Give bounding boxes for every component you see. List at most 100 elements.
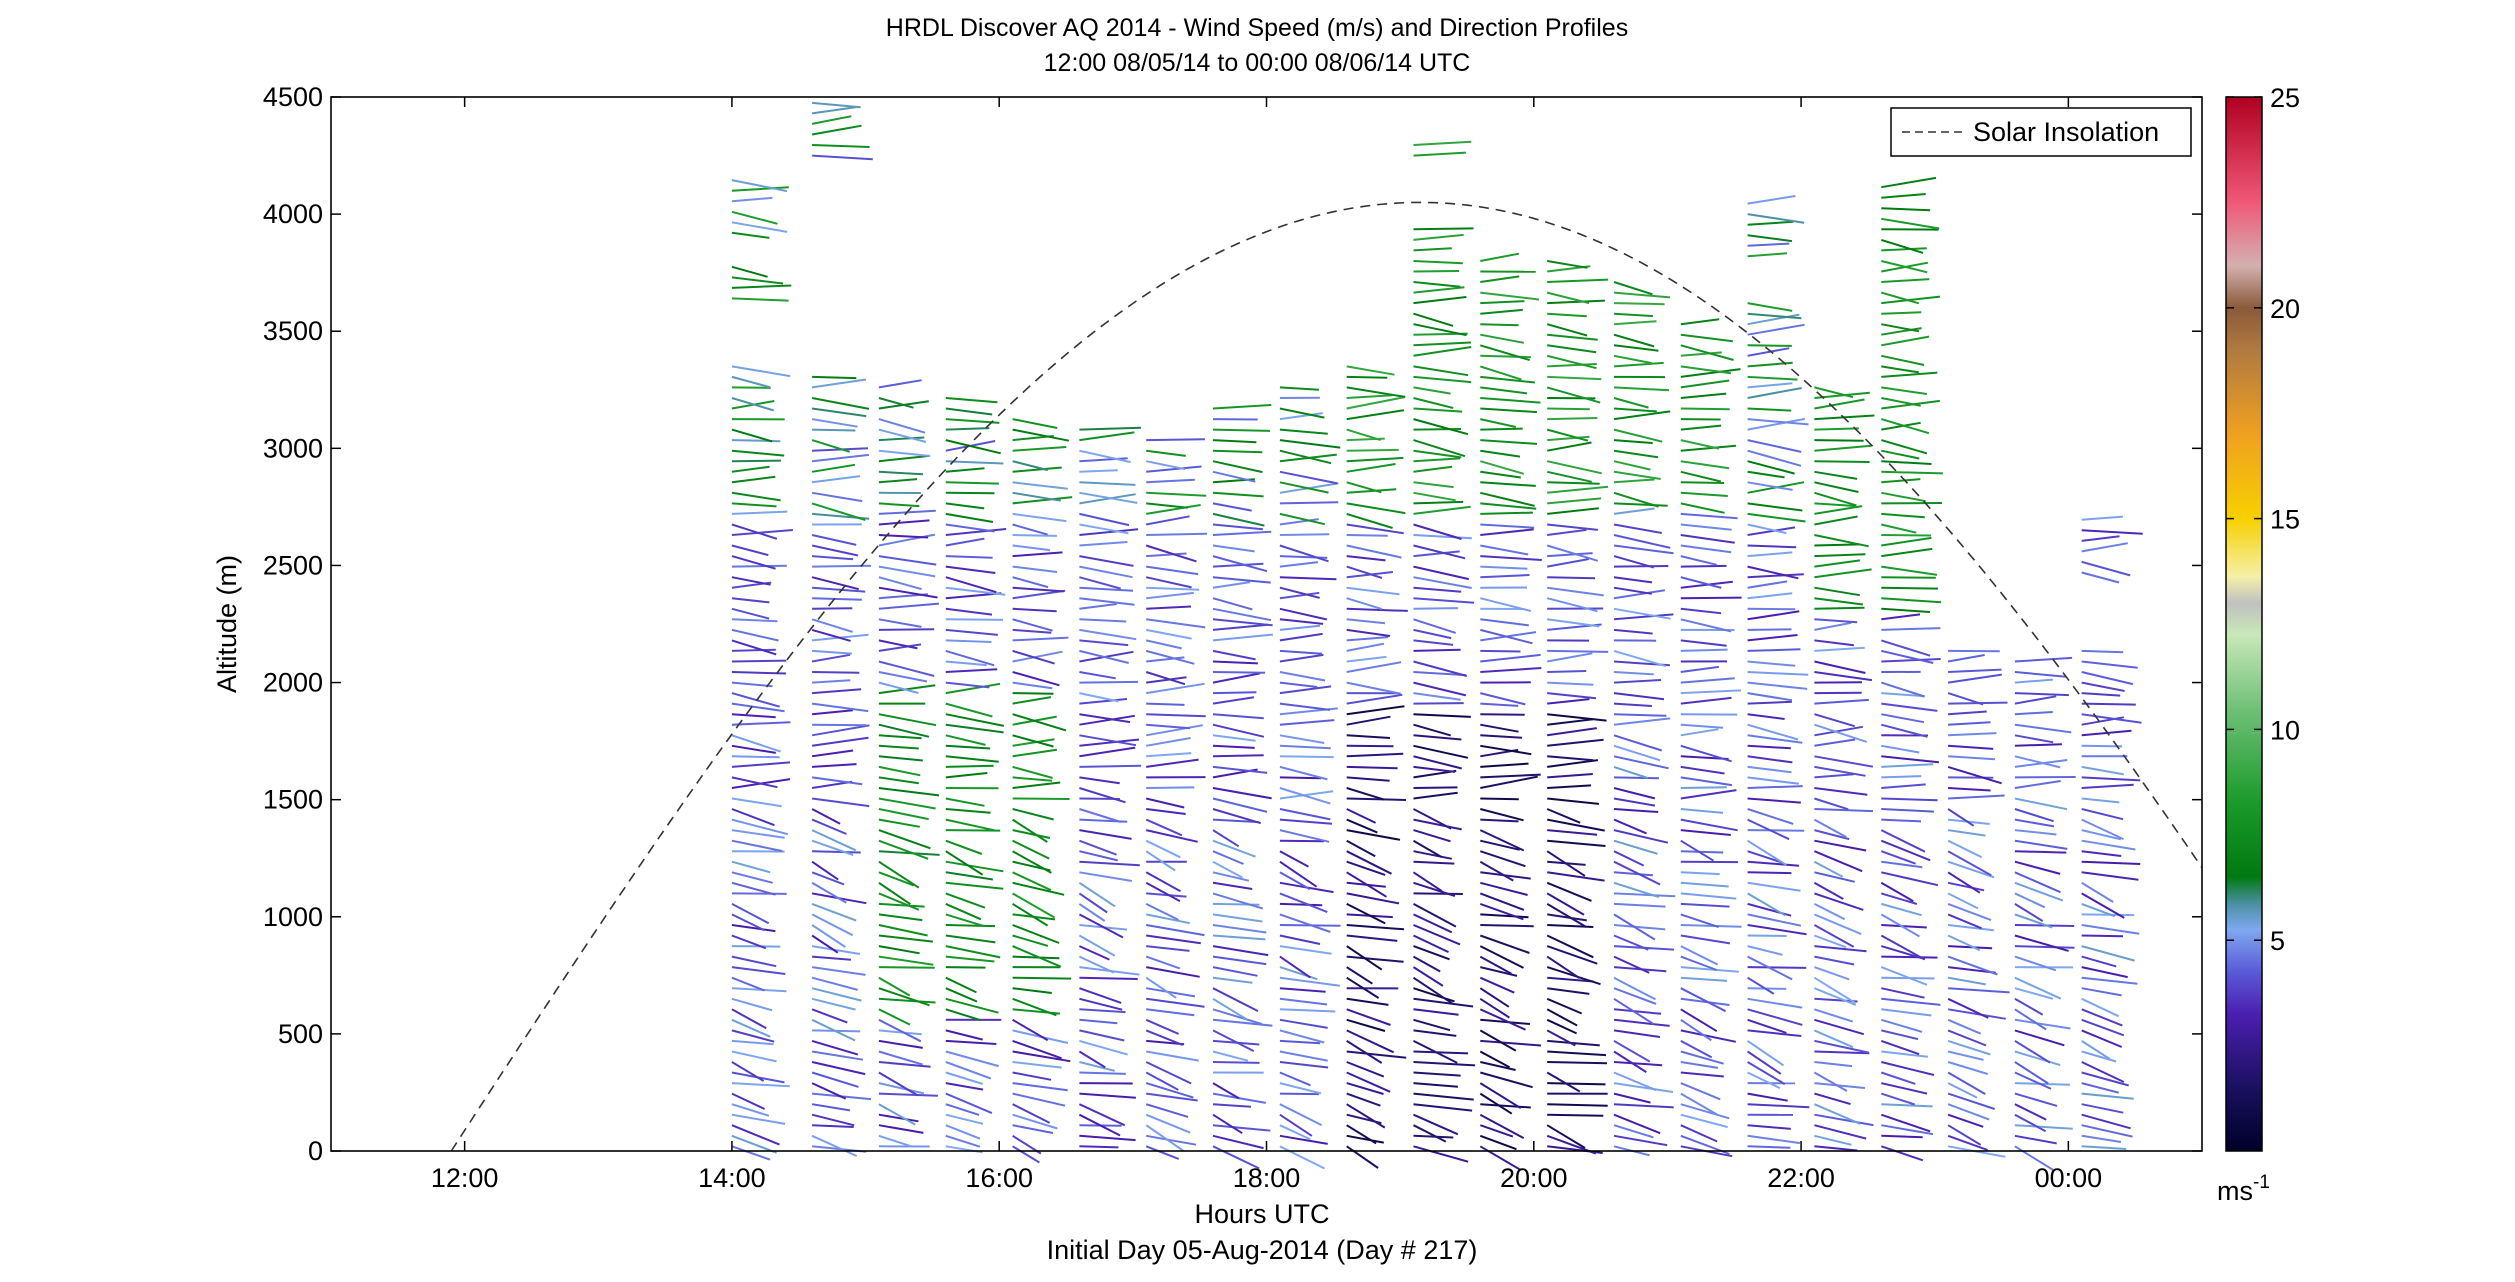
wind-barb (731, 761, 791, 768)
wind-barb (2081, 692, 2121, 697)
wind-barb (1279, 576, 1337, 581)
wind-barb (1079, 1061, 1115, 1072)
wind-barb (1613, 589, 1666, 600)
wind-barb (1146, 945, 1190, 952)
wind-barb (1079, 1071, 1126, 1075)
wind-barb (1814, 1029, 1854, 1049)
wind-barb (1747, 1071, 1781, 1090)
wind-barb (945, 576, 997, 594)
wind-barb (1012, 681, 1053, 690)
wind-barb (2014, 692, 2069, 697)
wind-barb (1346, 1040, 1383, 1064)
wind-barb (2014, 1124, 2073, 1130)
wind-barb (1814, 481, 1859, 493)
wind-barb (1680, 439, 1720, 450)
wind-barb (1680, 424, 1722, 431)
wind-barb (1212, 1008, 1263, 1025)
wind-barb (1880, 681, 1925, 698)
wind-barb (945, 1039, 997, 1045)
wind-barb (1613, 386, 1670, 392)
wind-barb (1212, 1018, 1273, 1027)
wind-barb (811, 881, 847, 904)
wind-barb (1747, 418, 1809, 426)
wind-barb (1680, 765, 1725, 775)
wind-barb (878, 787, 940, 797)
wind-barb (1012, 1039, 1062, 1060)
wind-barb (811, 475, 861, 484)
wind-barb (1680, 318, 1720, 326)
wind-barb (1413, 407, 1463, 413)
wind-barb (1881, 892, 1918, 905)
wind-barb (1747, 523, 1787, 535)
wind-barb (1012, 607, 1057, 613)
wind-barb (2081, 515, 2123, 521)
wind-barb (811, 397, 870, 410)
wind-barbs (731, 101, 2143, 1171)
wind-barb (1947, 924, 1994, 932)
wind-barb (731, 449, 785, 457)
wind-barb (1480, 300, 1525, 305)
wind-barb (1813, 976, 1857, 1004)
wind-barb (1547, 1113, 1604, 1117)
wind-barb (1279, 1124, 1311, 1141)
wind-barb (1480, 734, 1523, 739)
x-axis-label-secondary: Initial Day 05-Aug-2014 (Day # 217) (1047, 1235, 1478, 1265)
wind-barb (1479, 829, 1525, 852)
wind-barb (1813, 1071, 1848, 1092)
wind-barb (1413, 607, 1459, 610)
wind-barb (1680, 470, 1722, 483)
wind-barb (1079, 523, 1129, 535)
wind-barb (811, 924, 846, 948)
wind-barb (1881, 470, 1943, 475)
wind-barb (1279, 1134, 1328, 1145)
wind-barb (1680, 955, 1717, 971)
wind-barb (811, 736, 869, 747)
wind-barb (1613, 692, 1665, 701)
wind-barb (2081, 1145, 2127, 1150)
wind-barb (1613, 333, 1655, 348)
wind-barb (1947, 829, 1986, 837)
wind-barb (1346, 1029, 1395, 1054)
wind-barb (1145, 576, 1192, 589)
wind-barb (2014, 934, 2069, 952)
wind-barb (1346, 481, 1382, 494)
wind-barb (1947, 1061, 1988, 1075)
wind-barb (731, 618, 778, 623)
wind-barb (731, 386, 771, 389)
wind-barb (1747, 681, 1808, 690)
wind-barb (1413, 270, 1460, 273)
wind-barb (1012, 850, 1052, 874)
wind-barb (945, 460, 1004, 465)
wind-barb (1479, 860, 1514, 882)
wind-barb (1881, 439, 1928, 455)
wind-barb (731, 713, 776, 719)
wind-barb (1212, 1092, 1266, 1104)
wind-barb (731, 375, 770, 389)
wind-barb (2081, 829, 2122, 841)
wind-barb (1613, 976, 1656, 1001)
wind-barb (1413, 346, 1472, 357)
wind-barb (1881, 354, 1925, 366)
wind-barb (1079, 449, 1131, 464)
wind-barb (1012, 523, 1048, 536)
wind-barb (1212, 449, 1263, 454)
wind-barb (1346, 428, 1381, 442)
wind-barb (1413, 375, 1472, 384)
wind-barb (2014, 678, 2053, 684)
wind-barb (1747, 551, 1793, 558)
wind-barb (1479, 934, 1530, 954)
wind-barb (1948, 755, 1995, 761)
wind-barb (1079, 860, 1140, 867)
wind-barb (2081, 808, 2124, 821)
wind-barb (1480, 744, 1532, 756)
wind-barb (811, 818, 847, 835)
wind-barb (945, 607, 993, 616)
wind-barb (1279, 671, 1326, 682)
wind-barb (878, 734, 922, 740)
wind-barb (1012, 618, 1053, 632)
wind-barb (1480, 544, 1529, 556)
wind-barb (1279, 653, 1324, 663)
wind-barb (1012, 534, 1057, 537)
wind-barb (811, 839, 854, 856)
wind-barb (1881, 1050, 1929, 1058)
